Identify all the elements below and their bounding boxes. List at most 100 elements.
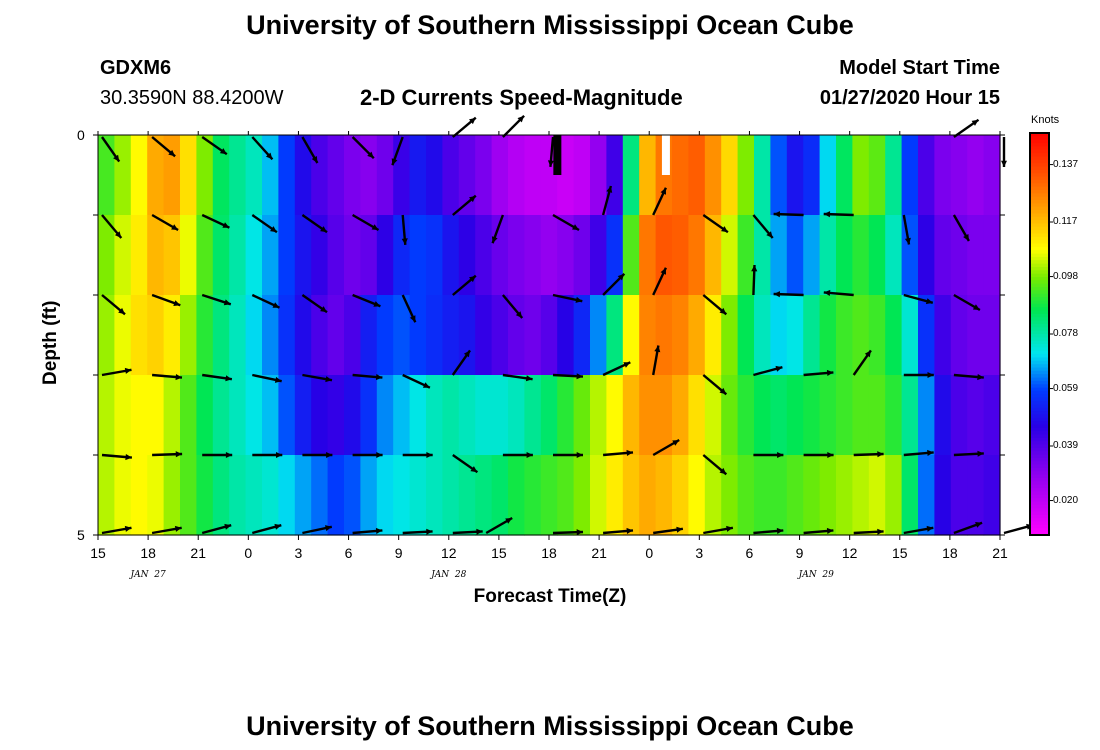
current-arrow-head — [224, 523, 232, 530]
heatmap-cell — [721, 295, 739, 376]
colorbar-segment — [1030, 488, 1049, 493]
heatmap-cell — [852, 215, 870, 296]
current-arrow-head — [274, 376, 282, 383]
heatmap-cell — [983, 215, 1001, 296]
heatmap-cell — [573, 215, 591, 296]
heatmap-cell — [540, 215, 558, 296]
colorbar-segment — [1030, 236, 1049, 241]
heatmap-cell — [540, 375, 558, 456]
colorbar-segment — [1030, 313, 1049, 318]
current-arrow-head — [505, 518, 513, 524]
x-tick-label: 15 — [491, 545, 507, 561]
heatmap-cell — [426, 375, 443, 456]
heatmap-cell — [786, 375, 804, 456]
current-arrow-head — [125, 454, 132, 461]
current-arrow-head — [375, 527, 383, 534]
heatmap-cell — [754, 295, 771, 376]
heatmap-cell — [590, 215, 607, 296]
colorbar-segment — [1030, 424, 1049, 429]
heatmap-cell — [278, 455, 296, 536]
colorbar-segment — [1030, 146, 1049, 151]
station-coords: 30.3590N 88.4200W — [100, 87, 284, 109]
current-arrow-head — [274, 523, 282, 530]
colorbar-segment — [1030, 189, 1049, 194]
heatmap-cell — [950, 135, 968, 216]
heatmap-cell — [163, 295, 181, 376]
date-label: JAN 29 — [798, 570, 834, 580]
current-arrow-head — [476, 528, 483, 535]
heatmap-cell — [393, 135, 411, 216]
colorbar-segment — [1030, 169, 1049, 174]
colorbar-segment — [1030, 290, 1049, 295]
current-arrow-head — [114, 231, 122, 238]
heatmap-cell — [180, 375, 197, 456]
current-arrow-head — [1001, 160, 1007, 167]
current-arrow-head — [623, 362, 631, 368]
current-arrow-head — [773, 291, 780, 298]
date-label: JAN 27 — [130, 570, 166, 580]
current-arrow-head — [576, 373, 583, 380]
x-tick-label: 21 — [992, 545, 1008, 561]
heatmap-cell — [573, 375, 591, 456]
heatmap-cell — [754, 455, 771, 536]
current-arrow-head — [719, 307, 727, 315]
colorbar-segment — [1030, 370, 1049, 375]
chart-title: 2-D Currents Speed-Magnitude — [360, 85, 683, 110]
heatmap-cell — [672, 295, 689, 376]
heatmap-cell — [442, 375, 460, 456]
heatmap-cell — [688, 295, 706, 376]
heatmap-cell — [294, 135, 312, 216]
heatmap-cell — [229, 455, 247, 536]
colorbar-segment — [1030, 203, 1049, 208]
heatmap-cell — [426, 455, 443, 536]
current-arrow-head — [775, 365, 783, 372]
heatmap-cell — [98, 295, 115, 376]
current-arrow-head — [371, 224, 379, 230]
heatmap-cell — [704, 135, 722, 216]
colorbar-segment — [1030, 360, 1049, 365]
colorbar-segment — [1030, 267, 1049, 271]
current-arrow-head — [470, 466, 478, 473]
colorbar-segment — [1030, 434, 1049, 439]
heatmap-cell — [147, 455, 165, 536]
x-tick-label: 12 — [440, 545, 457, 561]
heatmap-cell — [393, 375, 411, 456]
colorbar-segment — [1030, 528, 1049, 533]
heatmap-cell — [704, 295, 722, 376]
heatmap-cell — [934, 135, 952, 216]
x-tick-label: 0 — [244, 545, 253, 561]
surface-marker — [661, 135, 670, 175]
heatmap-cell — [278, 215, 296, 296]
current-arrow-head — [925, 298, 933, 305]
current-arrow-head — [118, 307, 125, 315]
heatmap-cell — [327, 135, 345, 216]
current-arrow-head — [526, 452, 533, 458]
colorbar-segment — [1030, 226, 1049, 231]
colorbar-segment — [1030, 377, 1049, 382]
colorbar-segment — [1030, 233, 1049, 238]
heatmap-cell — [212, 215, 230, 296]
heatmap-cell — [376, 215, 394, 296]
current-arrow-head — [463, 350, 470, 358]
heatmap-cell — [98, 455, 115, 536]
current-arrow-head — [422, 382, 430, 388]
heatmap-cell — [130, 215, 148, 296]
current-arrow-head — [719, 467, 727, 475]
colorbar-segment — [1030, 397, 1049, 402]
heatmap-cell — [786, 135, 804, 216]
heatmap-cell — [557, 375, 575, 456]
colorbar-segment — [1030, 287, 1049, 292]
heatmap-cell — [918, 215, 935, 296]
heatmap-cell — [688, 375, 706, 456]
heatmap-cell — [147, 135, 165, 216]
heatmap-cell — [639, 295, 657, 376]
colorbar-segment — [1030, 504, 1049, 509]
current-arrow-head — [174, 525, 182, 532]
heatmap-cell — [376, 295, 394, 376]
heatmap-cell — [491, 135, 509, 216]
heatmap-cell — [836, 215, 853, 296]
x-tick-label: 21 — [190, 545, 206, 561]
heatmap-cell — [672, 455, 689, 536]
heatmap-cell — [885, 135, 903, 216]
heatmap-cell — [967, 215, 985, 296]
